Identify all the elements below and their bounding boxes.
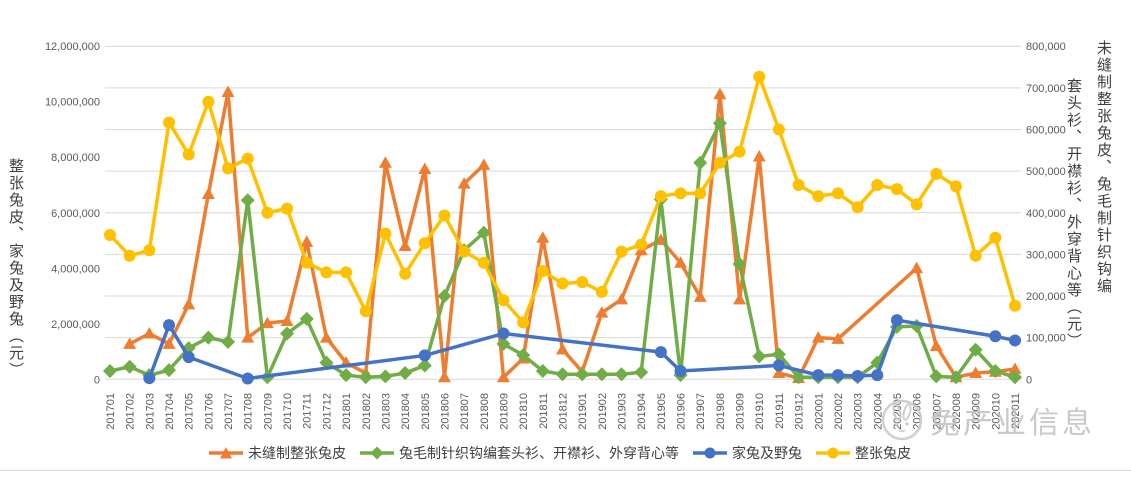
series-家兔及野兔 bbox=[143, 314, 1021, 385]
left-axis-ticks: 0 2,000,000 4,000,000 6,000,000 8,000,000 10,… bbox=[45, 41, 100, 386]
x-axis-label: 202008 bbox=[951, 393, 963, 430]
right-axis-ticks: 0 100,000 200,000 300,000 400,000 500,000 600,… bbox=[1026, 41, 1066, 386]
right-axis-tick: 100,000 bbox=[1026, 333, 1066, 345]
x-axis-label: 201803 bbox=[380, 393, 392, 430]
x-axis-label: 202001 bbox=[813, 393, 825, 430]
gridlines bbox=[105, 45, 1021, 380]
x-axis-label: 201808 bbox=[479, 393, 491, 430]
x-axis-label: 201908 bbox=[715, 393, 727, 430]
x-axis-label: 201901 bbox=[577, 393, 589, 430]
right-axis-tick: 500,000 bbox=[1026, 166, 1066, 178]
right-axis-title-inner: 套头衫、开襟衫、外穿背心等（元） bbox=[1065, 78, 1082, 350]
legend-label: 兔毛制针织钩编套头衫、开襟衫、外穿背心等 bbox=[399, 445, 679, 461]
series-整张兔皮 bbox=[104, 70, 1021, 329]
left-axis-tick: 8,000,000 bbox=[51, 152, 100, 164]
legend-circle-icon bbox=[816, 447, 850, 459]
right-axis-tick: 0 bbox=[1026, 374, 1032, 386]
right-axis-tick: 800,000 bbox=[1026, 41, 1066, 53]
x-axis-label: 201902 bbox=[597, 393, 609, 430]
x-axis-label: 202009 bbox=[971, 393, 983, 430]
legend-circle-icon bbox=[693, 447, 727, 459]
x-axis-label: 201701 bbox=[105, 393, 117, 430]
right-axis-tick: 300,000 bbox=[1026, 249, 1066, 261]
x-axis-label: 201806 bbox=[439, 393, 451, 430]
legend-item[interactable]: 家兔及野兔 bbox=[693, 443, 802, 463]
legend-item[interactable]: 兔毛制针织钩编套头衫、开襟衫、外穿背心等 bbox=[360, 443, 679, 463]
left-axis-tick: 6,000,000 bbox=[51, 208, 100, 220]
right-axis-tick: 700,000 bbox=[1026, 83, 1066, 95]
left-axis-tick: 12,000,000 bbox=[45, 41, 100, 53]
x-axis-label: 201709 bbox=[262, 393, 274, 430]
left-axis-tick: 0 bbox=[94, 374, 100, 386]
legend-diamond-icon bbox=[360, 446, 394, 460]
x-axis-label: 201711 bbox=[302, 393, 314, 429]
x-axis-label: 201805 bbox=[420, 393, 432, 430]
x-axis-label: 202002 bbox=[833, 393, 845, 430]
x-axis-label: 201912 bbox=[794, 393, 806, 430]
x-axis-label: 201810 bbox=[518, 393, 530, 430]
x-axis-label: 201811 bbox=[538, 393, 550, 429]
bottom-border-line bbox=[0, 470, 1131, 471]
x-axis-label: 201703 bbox=[144, 393, 156, 430]
x-axis-label: 201706 bbox=[203, 393, 215, 430]
x-axis-label: 202011 bbox=[1010, 393, 1022, 429]
x-axis-label: 201907 bbox=[695, 393, 707, 430]
legend-label: 未缝制整张兔皮 bbox=[248, 445, 346, 461]
x-axis-label: 201712 bbox=[321, 393, 333, 430]
right-axis-tick: 200,000 bbox=[1026, 291, 1066, 303]
x-axis-label: 202004 bbox=[872, 393, 884, 430]
legend-item[interactable]: 未缝制整张兔皮 bbox=[209, 443, 346, 463]
x-axis-label: 201809 bbox=[498, 393, 510, 430]
x-axis-label: 201911 bbox=[774, 393, 786, 429]
left-axis-tick: 10,000,000 bbox=[45, 97, 100, 109]
x-axis-label: 201707 bbox=[223, 393, 235, 430]
right-axis-tick: 600,000 bbox=[1026, 124, 1066, 136]
right-axis-tick: 400,000 bbox=[1026, 208, 1066, 220]
x-axis-label: 202007 bbox=[931, 393, 943, 430]
x-axis-label: 202010 bbox=[990, 393, 1002, 430]
x-axis-label: 201705 bbox=[184, 393, 196, 430]
legend-label: 家兔及野兔 bbox=[732, 445, 802, 461]
x-axis-label: 201708 bbox=[243, 393, 255, 430]
chart-legend: 未缝制整张兔皮 兔毛制针织钩编套头衫、开襟衫、外穿背心等 家兔及野兔 整张兔皮 bbox=[95, 443, 1025, 463]
x-axis-label: 201905 bbox=[656, 393, 668, 430]
x-axis-label: 201807 bbox=[459, 393, 471, 430]
legend-triangle-icon bbox=[209, 447, 243, 459]
x-axis-label: 201710 bbox=[282, 393, 294, 430]
x-axis-label: 201812 bbox=[558, 393, 570, 430]
left-axis-tick: 4,000,000 bbox=[51, 263, 100, 275]
x-axis-label: 201702 bbox=[125, 393, 137, 430]
x-axis-label: 202005 bbox=[892, 393, 904, 430]
x-axis-label: 201804 bbox=[400, 393, 412, 430]
x-axis-label: 202006 bbox=[912, 393, 924, 430]
x-axis-label: 202003 bbox=[853, 393, 865, 430]
x-axis-label: 201906 bbox=[676, 393, 688, 430]
x-axis-label: 201903 bbox=[617, 393, 629, 430]
left-axis-title: 整张兔皮、家兔及野兔（元） bbox=[7, 158, 24, 379]
x-axis-label: 201802 bbox=[361, 393, 373, 430]
right-axis-title-outer: 未缝制整张兔皮、兔毛制针织钩编 bbox=[1095, 40, 1112, 295]
x-axis-label: 201801 bbox=[341, 393, 353, 430]
x-axis-label: 201909 bbox=[735, 393, 747, 430]
x-axis-label: 201904 bbox=[636, 393, 648, 430]
x-axis-label: 201704 bbox=[164, 393, 176, 430]
x-axis-label: 201910 bbox=[754, 393, 766, 430]
left-axis-tick: 2,000,000 bbox=[51, 319, 100, 331]
legend-label: 整张兔皮 bbox=[855, 445, 911, 461]
series-未缝制整张兔皮 bbox=[123, 85, 1022, 384]
x-axis-labels: 201701 201702 201703 201704 201705 201706 2017… bbox=[105, 393, 1022, 430]
legend-item[interactable]: 整张兔皮 bbox=[816, 443, 911, 463]
